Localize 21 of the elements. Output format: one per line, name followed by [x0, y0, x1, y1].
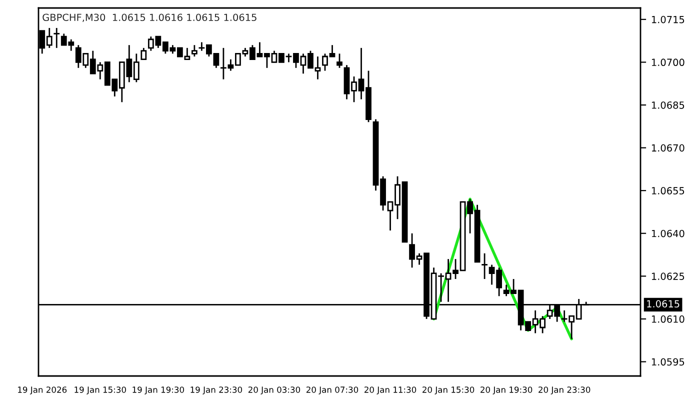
y-tick-label: 1.0715: [652, 16, 684, 24]
y-tick-label: 1.0700: [652, 58, 684, 66]
x-tick-label: 19 Jan 15:30: [74, 386, 126, 394]
y-tick-label: 1.0685: [652, 101, 684, 109]
x-tick-label: 20 Jan 11:30: [364, 386, 416, 394]
y-tick-label: 1.0655: [652, 187, 684, 194]
x-tick-label: 19 Jan 19:30: [132, 386, 184, 394]
y-tick-label: 1.0640: [652, 230, 684, 238]
x-tick-label: 19 Jan 23:30: [190, 386, 242, 394]
y-tick-label: 1.0595: [652, 358, 684, 366]
y-tick-label: 1.0670: [652, 144, 684, 152]
text: GBPCHF,M30 1.0615 1.0616 1.0615 1.0615: [42, 14, 256, 22]
y-tick-label: 1.0610: [652, 315, 684, 323]
ref-line-label: 1.0615: [647, 300, 680, 308]
y-tick-label: 1.0625: [652, 272, 684, 280]
x-tick-label: 20 Jan 23:30: [538, 386, 590, 394]
x-tick-label: 20 Jan 19:30: [480, 386, 532, 394]
x-tick-label: 19 Jan 2026: [18, 386, 67, 394]
x-tick-label: 20 Jan 15:30: [422, 386, 474, 394]
x-tick-label: 20 Jan 07:30: [306, 386, 358, 394]
x-tick-label: 20 Jan 03:30: [248, 386, 300, 394]
